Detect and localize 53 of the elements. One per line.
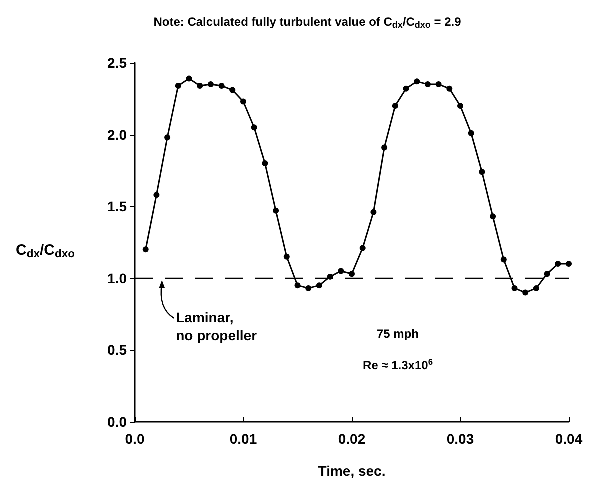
point bbox=[566, 261, 572, 268]
point bbox=[522, 290, 529, 296]
point bbox=[273, 208, 280, 214]
point bbox=[512, 285, 518, 292]
y-tick-label: 2.0 bbox=[108, 126, 128, 143]
point bbox=[403, 86, 410, 92]
point bbox=[424, 82, 431, 88]
x-tick-label: 0.04 bbox=[555, 431, 583, 447]
point bbox=[446, 86, 453, 92]
point bbox=[360, 245, 366, 252]
point bbox=[186, 76, 192, 82]
point bbox=[414, 78, 420, 85]
point bbox=[251, 124, 258, 131]
point bbox=[316, 282, 322, 289]
point bbox=[142, 246, 149, 253]
x-tick-label: 0.01 bbox=[230, 431, 258, 447]
point bbox=[370, 209, 377, 216]
y-tick-label: 2.5 bbox=[108, 55, 128, 71]
point bbox=[230, 87, 236, 94]
point bbox=[458, 103, 464, 110]
point bbox=[500, 256, 507, 263]
point bbox=[262, 160, 268, 167]
annotation: Laminar, no propeller bbox=[176, 309, 258, 344]
y-tick-label: 1.0 bbox=[108, 270, 128, 286]
point bbox=[490, 214, 496, 220]
point bbox=[208, 82, 214, 88]
point bbox=[338, 268, 344, 274]
point bbox=[154, 192, 160, 198]
point bbox=[533, 285, 540, 292]
point bbox=[392, 103, 398, 110]
point bbox=[555, 261, 562, 268]
point bbox=[284, 254, 290, 260]
point bbox=[218, 82, 225, 89]
x-tick-label: 0.02 bbox=[338, 431, 366, 447]
point bbox=[294, 282, 301, 289]
point bbox=[164, 134, 171, 141]
x-axis-title: Time, sec. bbox=[318, 463, 386, 479]
point bbox=[436, 82, 442, 88]
x-tick-label: 0.03 bbox=[446, 431, 474, 447]
annotation: 75 mph bbox=[376, 327, 420, 341]
point bbox=[349, 271, 355, 278]
point bbox=[468, 130, 474, 136]
point bbox=[197, 82, 204, 89]
y-tick-label: 0.5 bbox=[108, 342, 128, 358]
point bbox=[306, 285, 312, 292]
y-tick-label: 0.0 bbox=[108, 414, 128, 430]
point bbox=[240, 98, 246, 105]
point bbox=[479, 169, 486, 176]
x-tick-label: 0.0 bbox=[125, 431, 145, 447]
point bbox=[175, 82, 182, 89]
point bbox=[544, 271, 550, 278]
y-tick-label: 1.5 bbox=[108, 198, 128, 215]
point bbox=[382, 144, 388, 151]
